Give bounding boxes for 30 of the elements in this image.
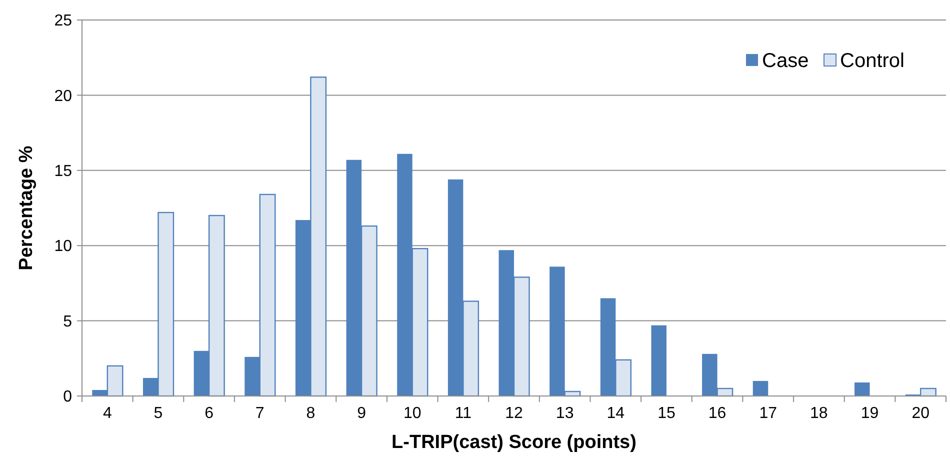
x-tick-label: 9 [357,405,366,422]
x-axis-title: L-TRIP(cast) Score (points) [392,432,636,453]
legend-label: Control [840,50,904,72]
x-tick-label: 11 [454,405,472,422]
x-tick-label: 12 [505,405,523,422]
y-tick-label: 15 [54,163,72,180]
bar [854,382,870,396]
x-tick-label: 4 [102,405,112,422]
x-tick-label: 20 [912,405,930,422]
x-tick-label: 17 [759,405,778,422]
y-tick-label: 5 [63,313,72,330]
bar [752,380,768,396]
x-tick-label: 8 [306,405,316,422]
x-tick-label: 7 [255,405,264,422]
y-tick-label: 10 [54,238,72,256]
y-axis-title: Percentage % [16,146,37,270]
y-tick-label: 20 [54,88,72,105]
y-tick-label: 25 [54,12,72,30]
x-tick-label: 19 [860,405,879,422]
x-tick-label: 10 [403,405,422,422]
legend-label: Case [762,50,809,72]
x-tick-label: 13 [556,405,574,422]
x-tick-label: 14 [606,405,625,422]
bar [651,325,666,396]
x-tick-label: 6 [204,405,214,422]
y-tick-label: 0 [63,388,72,406]
x-tick-label: 15 [658,405,676,422]
x-tick-label: 5 [154,405,163,422]
x-tick-label: 16 [708,405,726,422]
x-tick-label: 18 [810,405,828,422]
